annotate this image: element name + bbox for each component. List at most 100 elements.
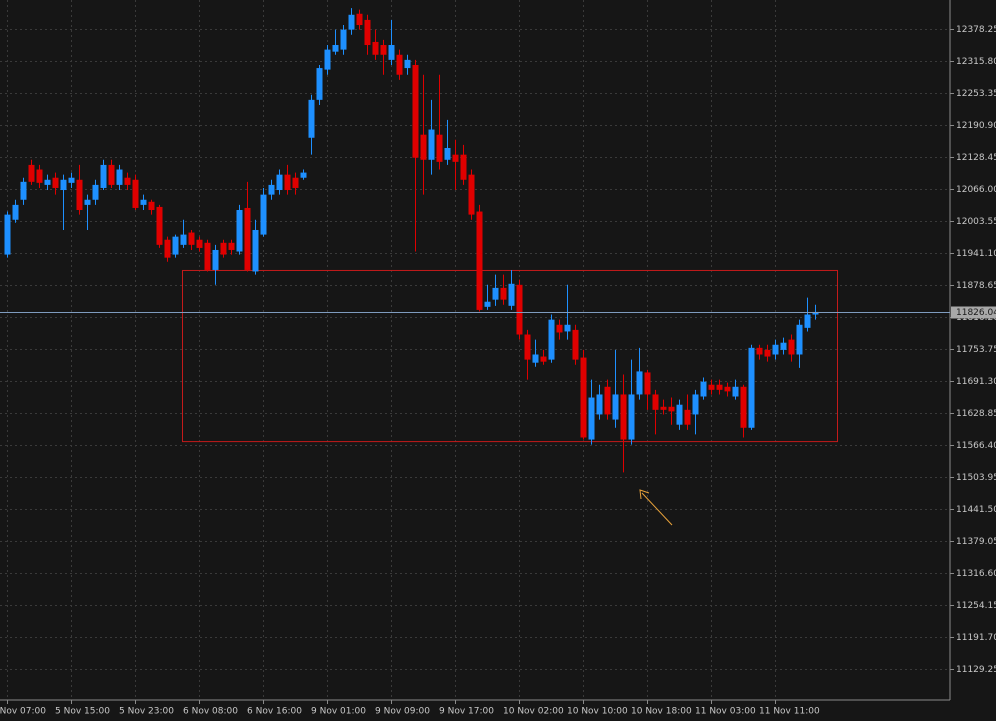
candle-body [636, 371, 643, 395]
y-tick-label: 11441.50 [956, 505, 996, 515]
candle-body [332, 45, 339, 52]
x-tick-label: 5 Nov 07:00 [0, 707, 46, 717]
candle-body [388, 45, 395, 60]
y-tick-label: 12190.90 [956, 121, 996, 131]
candle-body [316, 68, 323, 100]
candle-body [628, 394, 635, 440]
candle-body [404, 59, 411, 69]
candle-body [476, 211, 483, 310]
candle-body [372, 41, 379, 55]
candle-body [92, 184, 99, 200]
candle-body [788, 339, 795, 355]
y-tick-label: 11503.95 [956, 473, 996, 483]
candle-body [468, 174, 475, 215]
candle-body [612, 394, 619, 420]
y-tick-label: 11379.05 [956, 537, 996, 547]
candle-body [348, 14, 355, 30]
candle-body [324, 49, 331, 70]
candle-body [436, 134, 443, 162]
candle-body [52, 177, 59, 188]
candle-body [284, 174, 291, 191]
candle-body [212, 249, 219, 270]
y-tick-label: 12253.35 [956, 89, 996, 99]
y-tick-label: 11941.10 [956, 249, 996, 259]
candle-body [356, 13, 363, 26]
y-tick-label: 11691.30 [956, 377, 996, 387]
x-tick-label: 10 Nov 10:00 [567, 707, 628, 717]
x-tick-label: 9 Nov 01:00 [311, 707, 366, 717]
candle-body [452, 154, 459, 162]
candle-body [692, 394, 699, 415]
y-tick-label: 11566.40 [956, 441, 996, 451]
candle-body [236, 210, 243, 252]
candle-body [108, 164, 115, 185]
candle-body [508, 283, 515, 306]
candle-body [28, 164, 35, 182]
candle-body [516, 284, 523, 335]
candle-body [340, 29, 347, 50]
candle-body [796, 324, 803, 355]
candle-body [604, 386, 611, 415]
candle-body [100, 164, 107, 188]
y-tick-label: 12003.55 [956, 217, 996, 227]
candle-body [596, 394, 603, 415]
axes: 12378.25 12315.80 12253.35 12190.90 12128.45… [0, 25, 996, 717]
candle-body [644, 372, 651, 395]
candle-body [68, 177, 75, 183]
candle-body [620, 394, 627, 440]
candle-body [252, 229, 259, 272]
y-tick-label: 11254.15 [956, 601, 996, 611]
candles [4, 8, 838, 473]
candle-body [716, 384, 723, 390]
candle-body [276, 174, 283, 191]
candle-body [748, 347, 755, 428]
annotation-arrow [641, 492, 673, 526]
candle-body [684, 409, 691, 425]
y-tick-label: 12066.00 [956, 185, 996, 195]
candle-body [492, 287, 499, 300]
candle-body [676, 404, 683, 425]
y-tick-label: 11628.85 [956, 409, 996, 419]
candle-body [444, 148, 451, 160]
candle-body [364, 19, 371, 46]
candle-body [460, 154, 467, 180]
candle-body [532, 354, 539, 363]
candle-body [764, 349, 771, 357]
y-tick-label: 11316.60 [956, 569, 996, 579]
x-tick-label: 9 Nov 09:00 [375, 707, 430, 717]
candle-body [548, 319, 555, 360]
candle-body [396, 54, 403, 75]
candle-body [524, 334, 531, 360]
candle-body [140, 199, 147, 205]
candle-body [84, 199, 91, 205]
y-tick-label: 11878.65 [956, 281, 996, 291]
x-tick-label: 5 Nov 23:00 [119, 707, 174, 717]
last-price-box [951, 306, 996, 319]
x-tick-label: 6 Nov 08:00 [183, 707, 238, 717]
candle-body [772, 344, 779, 355]
candle-body [308, 99, 315, 138]
candle-body [116, 169, 123, 185]
candle-body [124, 177, 131, 185]
x-tick-label: 10 Nov 18:00 [631, 707, 692, 717]
candle-body [812, 311, 819, 315]
candle-body [268, 184, 275, 195]
candle-body [260, 194, 267, 235]
candle-body [164, 239, 171, 258]
y-tick-label: 11191.70 [956, 633, 996, 643]
candle-body [412, 64, 419, 158]
candle-body [76, 179, 83, 211]
candle-body [540, 356, 547, 362]
zone [182, 269, 838, 443]
candle-body [700, 381, 707, 397]
candle-body [780, 342, 787, 350]
x-tick-label: 10 Nov 02:00 [503, 707, 564, 717]
candle-body [132, 179, 139, 208]
candle-body [732, 386, 739, 397]
candle-body [484, 301, 491, 307]
candle-body [564, 324, 571, 332]
candle-body [244, 207, 251, 270]
y-tick-label: 12128.45 [956, 153, 996, 163]
candle-body [668, 406, 675, 412]
